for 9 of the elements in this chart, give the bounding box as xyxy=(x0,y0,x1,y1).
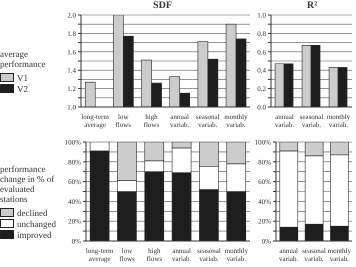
chart-title: SDF xyxy=(152,0,173,11)
legend-label: improved xyxy=(17,230,52,240)
chart-title: R² xyxy=(306,0,318,11)
legend-label: V1 xyxy=(17,72,28,82)
legend-label: V2 xyxy=(17,84,28,94)
legend-title: performance change in % of evaluated stations xyxy=(0,164,56,204)
legend-label: declined xyxy=(17,208,48,218)
legend-title: average performance xyxy=(0,48,46,68)
legend-label: unchanged xyxy=(17,218,56,228)
